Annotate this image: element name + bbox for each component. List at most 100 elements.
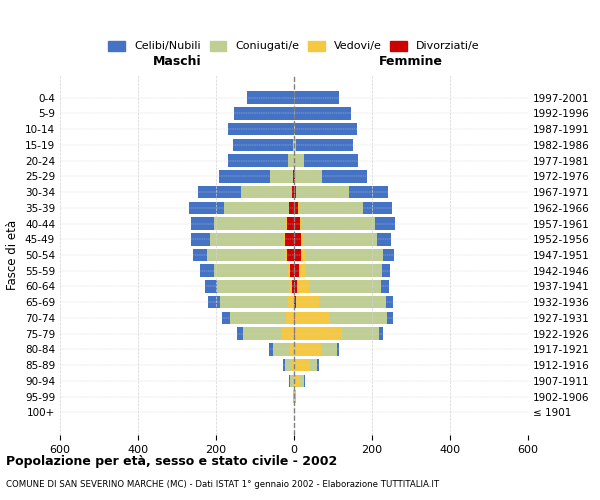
Bar bbox=[287, 248, 294, 262]
Bar bbox=[294, 123, 295, 136]
Bar bbox=[214, 264, 288, 277]
Bar bbox=[283, 359, 285, 372]
Text: Popolazione per età, sesso e stato civile - 2002: Popolazione per età, sesso e stato civil… bbox=[6, 455, 337, 468]
Bar bbox=[295, 312, 330, 324]
Bar bbox=[294, 296, 296, 308]
Bar bbox=[269, 343, 272, 355]
Bar bbox=[210, 233, 284, 245]
Bar bbox=[305, 248, 383, 262]
Bar bbox=[319, 296, 386, 308]
Bar bbox=[294, 248, 301, 262]
Bar bbox=[193, 248, 208, 262]
Bar bbox=[387, 312, 392, 324]
Bar bbox=[214, 217, 286, 230]
Bar bbox=[288, 264, 290, 277]
Bar bbox=[322, 170, 367, 182]
Bar bbox=[205, 280, 217, 293]
Bar bbox=[285, 359, 292, 372]
Legend: Celibi/Nubili, Coniugati/e, Vedovi/e, Divorziati/e: Celibi/Nubili, Coniugati/e, Vedovi/e, Di… bbox=[105, 38, 483, 55]
Bar bbox=[375, 217, 395, 230]
Bar bbox=[294, 359, 310, 372]
Bar bbox=[295, 123, 357, 136]
Bar bbox=[230, 312, 286, 324]
Bar bbox=[301, 233, 303, 245]
Bar bbox=[303, 233, 377, 245]
Bar bbox=[288, 296, 294, 308]
Bar bbox=[298, 202, 299, 214]
Bar bbox=[219, 170, 270, 182]
Bar bbox=[309, 280, 381, 293]
Bar bbox=[292, 186, 294, 198]
Bar bbox=[301, 248, 305, 262]
Bar bbox=[289, 374, 290, 387]
Bar bbox=[228, 154, 288, 167]
Bar bbox=[272, 343, 290, 355]
Bar bbox=[382, 264, 391, 277]
Bar bbox=[283, 328, 294, 340]
Bar bbox=[304, 374, 305, 387]
Bar bbox=[294, 233, 301, 245]
Bar bbox=[198, 186, 241, 198]
Bar bbox=[296, 186, 349, 198]
Text: COMUNE DI SAN SEVERINO MARCHE (MC) - Dati ISTAT 1° gennaio 2002 - Elaborazione T: COMUNE DI SAN SEVERINO MARCHE (MC) - Dat… bbox=[6, 480, 439, 489]
Bar bbox=[381, 280, 389, 293]
Bar bbox=[286, 248, 287, 262]
Bar bbox=[295, 390, 296, 403]
Bar bbox=[238, 328, 244, 340]
Bar bbox=[293, 138, 294, 151]
Bar bbox=[241, 186, 292, 198]
Bar bbox=[363, 202, 392, 214]
Bar bbox=[294, 170, 295, 182]
Bar bbox=[383, 248, 394, 262]
Bar bbox=[317, 359, 319, 372]
Bar bbox=[322, 343, 337, 355]
Bar bbox=[293, 390, 294, 403]
Bar bbox=[296, 138, 353, 151]
Bar bbox=[299, 264, 306, 277]
Bar bbox=[301, 217, 375, 230]
Text: Maschi: Maschi bbox=[152, 55, 202, 68]
Bar bbox=[294, 138, 296, 151]
Bar bbox=[244, 328, 283, 340]
Bar bbox=[297, 280, 309, 293]
Bar bbox=[294, 328, 295, 340]
Bar bbox=[191, 233, 210, 245]
Bar bbox=[349, 186, 388, 198]
Bar bbox=[292, 359, 294, 372]
Bar bbox=[294, 107, 350, 120]
Bar bbox=[379, 328, 383, 340]
Bar bbox=[294, 374, 300, 387]
Bar bbox=[290, 374, 293, 387]
Bar bbox=[295, 328, 341, 340]
Bar bbox=[341, 328, 379, 340]
Y-axis label: Anni di nascita: Anni di nascita bbox=[596, 212, 600, 298]
Bar bbox=[293, 374, 294, 387]
Bar bbox=[286, 217, 287, 230]
Bar bbox=[294, 312, 295, 324]
Bar bbox=[217, 280, 289, 293]
Bar bbox=[386, 296, 394, 308]
Bar bbox=[247, 92, 294, 104]
Bar bbox=[300, 217, 301, 230]
Bar bbox=[294, 154, 304, 167]
Bar bbox=[228, 123, 294, 136]
Bar bbox=[292, 280, 294, 293]
Bar bbox=[294, 264, 299, 277]
Bar bbox=[220, 296, 288, 308]
Bar bbox=[200, 264, 214, 277]
Y-axis label: Fasce di età: Fasce di età bbox=[7, 220, 19, 290]
Bar bbox=[270, 170, 293, 182]
Bar bbox=[284, 233, 286, 245]
Bar bbox=[377, 233, 391, 245]
Bar bbox=[224, 202, 289, 214]
Bar bbox=[294, 217, 300, 230]
Bar bbox=[286, 312, 294, 324]
Bar bbox=[222, 312, 230, 324]
Bar bbox=[330, 312, 387, 324]
Bar bbox=[189, 202, 224, 214]
Bar bbox=[286, 233, 294, 245]
Bar bbox=[294, 280, 297, 293]
Bar bbox=[293, 170, 294, 182]
Bar bbox=[304, 154, 358, 167]
Bar bbox=[208, 248, 286, 262]
